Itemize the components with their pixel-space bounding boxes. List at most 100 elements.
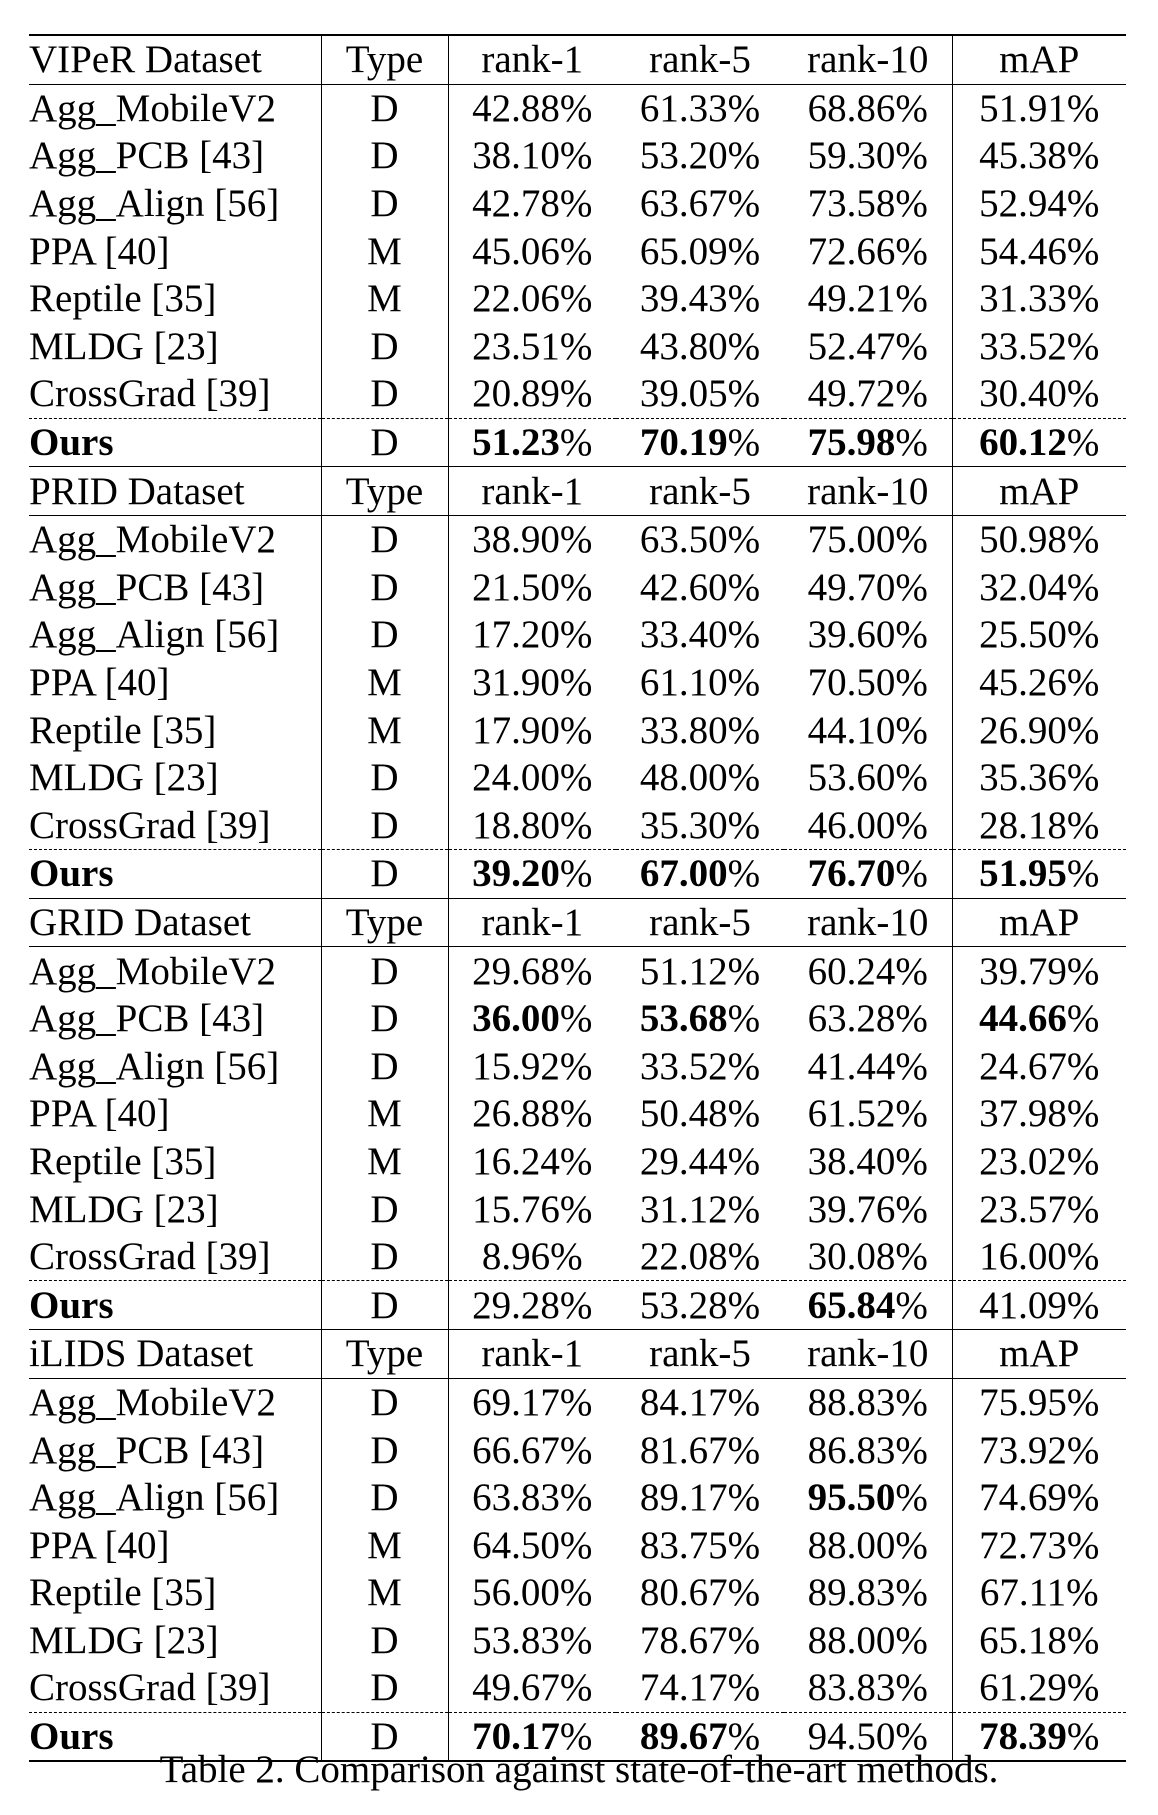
rank-10-cell: 61.52% xyxy=(784,1090,952,1138)
value: 61.29 xyxy=(979,1666,1067,1710)
rank-10-header: rank-10 xyxy=(784,1329,952,1379)
method-cell: Agg_MobileV2 xyxy=(29,518,276,562)
value: 39.43 xyxy=(639,277,728,321)
value: 22.06 xyxy=(472,277,560,321)
rank-1-header: rank-1 xyxy=(448,1329,616,1379)
value: 60.12 xyxy=(979,421,1067,465)
rank-5-cell: 39.05% xyxy=(616,370,784,418)
table-row: PPA [40] M 45.06% 65.09% 72.66% 54.46% xyxy=(29,227,1126,275)
map-cell: 45.38% xyxy=(951,132,1126,180)
percent-sign: % xyxy=(727,1139,761,1183)
type-cell: D xyxy=(320,1616,449,1665)
percent-sign: % xyxy=(727,1476,761,1520)
percent-sign: % xyxy=(559,1523,593,1567)
method-cell: Reptile [35] xyxy=(29,708,217,752)
value: 53.28 xyxy=(639,1283,728,1327)
table-row: Agg_MobileV2 D 42.88% 61.33% 68.86% 51.91% xyxy=(29,84,1126,133)
table-row: Agg_PCB [43] D 38.10% 53.20% 59.30% 45.38% xyxy=(29,132,1126,180)
table-row: Agg_Align [56] D 15.92% 33.52% 41.44% 24.67% xyxy=(29,1042,1126,1091)
map-cell: 52.94% xyxy=(951,179,1126,228)
value: 33.40 xyxy=(639,613,728,657)
value: 18.80 xyxy=(472,803,560,847)
map-cell: 41.09% xyxy=(951,1280,1126,1330)
method-cell: CrossGrad [39] xyxy=(29,1666,271,1710)
percent-sign: % xyxy=(559,1666,593,1710)
map-cell: 72.73% xyxy=(951,1521,1126,1569)
value: 31.90 xyxy=(472,661,560,705)
rank-1-cell: 56.00% xyxy=(448,1569,616,1617)
percent-sign: % xyxy=(895,1283,928,1327)
rank-10-cell: 75.00% xyxy=(784,515,952,563)
map-cell: 65.18% xyxy=(951,1616,1126,1665)
percent-sign: % xyxy=(727,1092,761,1136)
type-cell: M xyxy=(320,227,449,275)
map-cell: 37.98% xyxy=(951,1090,1126,1138)
value: 26.88 xyxy=(472,1092,560,1136)
table-row: Reptile [35] M 56.00% 80.67% 89.83% 67.11% xyxy=(29,1569,1126,1617)
rank-1-cell: 42.88% xyxy=(448,84,616,132)
method-cell: Agg_Align [56] xyxy=(29,182,280,226)
type-cell: D xyxy=(320,563,449,612)
percent-sign: % xyxy=(727,1428,761,1472)
percent-sign: % xyxy=(895,803,928,847)
percent-sign: % xyxy=(727,1523,761,1567)
table-row: Reptile [35] M 16.24% 29.44% 38.40% 23.02% xyxy=(29,1137,1126,1186)
value: 70.19 xyxy=(639,421,728,465)
type-cell: D xyxy=(320,994,449,1043)
percent-sign: % xyxy=(727,324,761,368)
value: 28.18 xyxy=(979,803,1067,847)
percent-sign: % xyxy=(727,1283,761,1327)
rank-1-cell: 18.80% xyxy=(448,802,616,850)
value: 26.90 xyxy=(979,708,1067,752)
percent-sign: % xyxy=(895,1092,928,1136)
value: 16.24 xyxy=(472,1139,560,1183)
rank-10-cell: 73.58% xyxy=(784,180,952,228)
rank-1-cell: 39.20% xyxy=(448,849,616,899)
value: 89.67 xyxy=(639,1715,728,1759)
value: 22.08 xyxy=(639,1235,728,1279)
rank-5-cell: 63.67% xyxy=(616,180,784,228)
map-cell: 50.98% xyxy=(951,515,1126,564)
value: 95.50 xyxy=(807,1476,896,1520)
rank-10-cell: 94.50% xyxy=(784,1711,952,1763)
value: 48.00 xyxy=(639,756,728,800)
rank-1-cell: 20.89% xyxy=(448,370,616,418)
percent-sign: % xyxy=(727,661,761,705)
type-cell: M xyxy=(320,706,449,754)
value: 78.39 xyxy=(979,1715,1067,1759)
value: 31.33 xyxy=(979,277,1067,321)
table-row: Reptile [35] M 17.90% 33.80% 44.10% 26.90% xyxy=(29,706,1126,754)
percent-sign: % xyxy=(1066,1571,1099,1615)
table-row: CrossGrad [39] D 20.89% 39.05% 49.72% 30.40% xyxy=(29,370,1126,419)
rank-1-cell: 31.90% xyxy=(448,659,616,707)
rank-1-cell: 53.83% xyxy=(448,1617,616,1665)
rank-1-header: rank-1 xyxy=(448,897,616,948)
rank-5-cell: 35.30% xyxy=(616,802,784,850)
percent-sign: % xyxy=(1066,277,1100,321)
type-cell: D xyxy=(320,1232,449,1281)
value: 69.17 xyxy=(472,1380,560,1424)
percent-sign: % xyxy=(559,324,593,368)
percent-sign: % xyxy=(559,86,593,130)
method-cell: Agg_MobileV2 xyxy=(29,949,276,993)
type-cell: D xyxy=(320,417,449,467)
method-cell: Agg_PCB [43] xyxy=(29,565,265,609)
table-row: Ours D 29.28% 53.28% 65.84% 41.09% xyxy=(29,1280,1126,1330)
value: 38.10 xyxy=(472,134,560,178)
value: 75.00 xyxy=(807,518,896,562)
rank-10-cell: 39.60% xyxy=(784,611,952,659)
percent-sign: % xyxy=(727,1571,761,1615)
percent-sign: % xyxy=(559,1715,593,1759)
percent-sign: % xyxy=(559,565,593,609)
map-cell: 75.95% xyxy=(951,1378,1126,1427)
percent-sign: % xyxy=(727,1666,761,1710)
method-cell: Agg_PCB [43] xyxy=(29,134,265,178)
value: 32.04 xyxy=(979,565,1067,609)
dataset-name-header: PRID Dataset xyxy=(29,466,321,516)
value: 33.80 xyxy=(639,708,728,752)
method-cell: PPA [40] xyxy=(29,229,170,273)
value: 37.98 xyxy=(979,1092,1067,1136)
type-cell: D xyxy=(320,515,449,564)
rank-10-cell: 49.72% xyxy=(784,370,952,418)
